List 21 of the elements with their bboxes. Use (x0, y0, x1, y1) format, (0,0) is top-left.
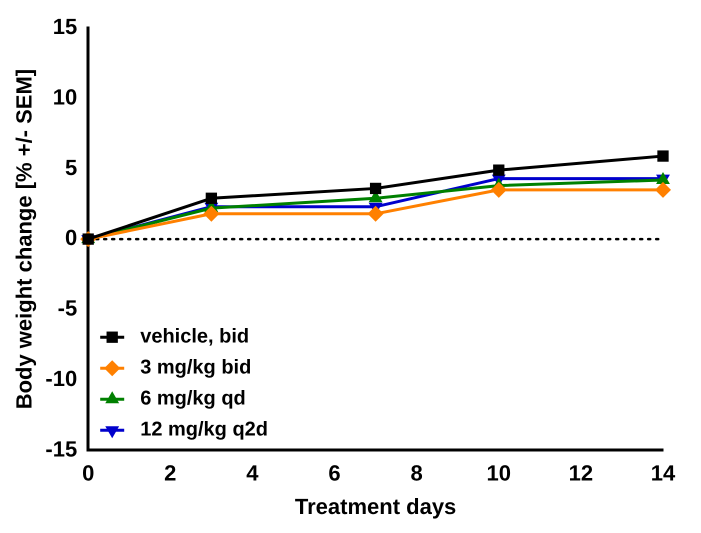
x-tick-label: 10 (486, 460, 512, 486)
y-tick-label: 5 (64, 154, 78, 180)
x-tick-label: 8 (410, 460, 423, 486)
x-axis-title: Treatment days (294, 494, 456, 519)
y-tick-label: -10 (45, 366, 78, 391)
y-tick-label: 10 (52, 84, 78, 110)
y-tick-label: -15 (45, 436, 78, 462)
x-tick-label: 12 (568, 460, 594, 486)
x-tick-label: 6 (328, 460, 341, 486)
x-tick-label: 14 (650, 460, 676, 486)
legend-label: 12 mg/kg q2d (140, 418, 268, 441)
x-tick-label: 4 (246, 460, 260, 486)
legend-label: 3 mg/kg bid (140, 356, 252, 379)
x-tick-label: 0 (82, 460, 94, 486)
legend-label: 6 mg/kg qd (140, 388, 246, 410)
y-tick-label: -5 (58, 296, 78, 321)
x-tick-label: 2 (164, 460, 176, 486)
y-axis-title: Body weight change [% +/- SEM] (11, 68, 36, 410)
y-tick-label: 15 (52, 14, 78, 40)
y-tick-label: 0 (64, 225, 78, 250)
legend-label: vehicle, bid (140, 326, 250, 348)
